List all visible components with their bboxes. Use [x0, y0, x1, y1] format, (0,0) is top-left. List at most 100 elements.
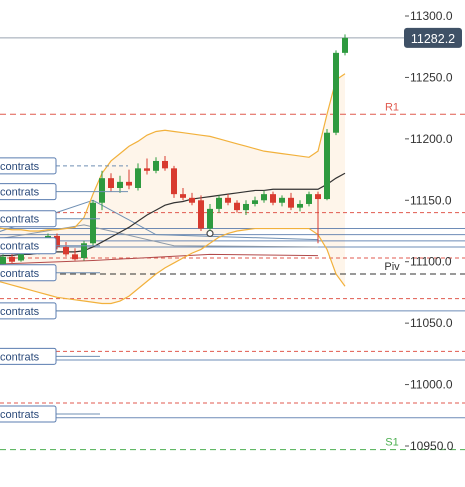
candle[interactable]	[0, 254, 6, 266]
last-price-label: 11282.2	[411, 32, 455, 46]
position-tag-label: contrats	[0, 214, 40, 226]
position-tag-box[interactable]	[0, 210, 57, 228]
candle[interactable]	[162, 156, 168, 171]
position-tag[interactable]: contrats	[0, 302, 100, 320]
candle[interactable]	[81, 240, 87, 261]
candle-body	[216, 197, 222, 209]
position-tag-box[interactable]	[0, 237, 57, 255]
candle-body	[90, 202, 96, 244]
candle-body	[324, 132, 330, 200]
candle[interactable]	[189, 192, 195, 206]
price-axis-label: 11100.0	[410, 255, 452, 269]
position-tag[interactable]: contrats	[0, 183, 128, 201]
candle-body	[306, 194, 312, 204]
last-price-badge[interactable]	[404, 27, 462, 48]
candle-body	[99, 178, 105, 203]
candle[interactable]	[63, 242, 69, 257]
candle[interactable]	[171, 165, 177, 198]
candle-body	[117, 181, 123, 188]
position-tag-label: contrats	[0, 161, 40, 173]
candle[interactable]	[54, 233, 60, 250]
candle[interactable]	[243, 200, 249, 216]
candle-body	[315, 194, 321, 200]
candle-body	[153, 160, 159, 171]
position-tag[interactable]: contrats	[0, 157, 128, 175]
candles-layer	[0, 34, 348, 266]
candle[interactable]	[225, 194, 231, 206]
candle[interactable]	[90, 200, 96, 246]
candle[interactable]	[135, 163, 141, 191]
price-levels-layer: R1 Piv S1	[0, 37, 465, 451]
candle-body	[81, 243, 87, 259]
candle-body	[333, 52, 339, 133]
candle[interactable]	[306, 191, 312, 207]
candle[interactable]	[324, 129, 330, 201]
price-axis-label: 11050.0	[410, 316, 453, 330]
position-tag[interactable]: contrats	[0, 347, 100, 365]
candle[interactable]	[198, 195, 204, 231]
indicator-line-2	[0, 224, 319, 248]
position-tag-box[interactable]	[0, 183, 57, 201]
candle-body	[135, 168, 141, 188]
price-axis[interactable]: 11300.0 11250.0 11200.0 11150.0 11100.0 11050…	[404, 9, 462, 453]
pivot-label-s1: S1	[385, 437, 398, 449]
candle-body	[207, 208, 213, 229]
position-tag-box[interactable]	[0, 264, 57, 282]
candle[interactable]	[207, 203, 213, 231]
candle-body	[63, 246, 69, 255]
candle[interactable]	[270, 191, 276, 206]
candle-body	[0, 256, 6, 265]
candle[interactable]	[117, 175, 123, 193]
candle[interactable]	[297, 200, 303, 212]
position-tag[interactable]: contrats	[0, 405, 100, 423]
position-tag-box[interactable]	[0, 405, 57, 423]
candle[interactable]	[342, 34, 348, 56]
candle-body	[198, 200, 204, 229]
position-tag-box[interactable]	[0, 347, 57, 365]
candle-body	[189, 197, 195, 203]
position-tag-box[interactable]	[0, 302, 57, 320]
position-tag-box[interactable]	[0, 157, 57, 175]
candle[interactable]	[99, 170, 105, 211]
price-axis-label: 11250.0	[410, 70, 453, 84]
price-axis-label: 11150.0	[410, 193, 452, 207]
candle[interactable]	[180, 188, 186, 201]
candle[interactable]	[261, 190, 267, 203]
bollinger-upper-line	[0, 73, 346, 232]
candle[interactable]	[216, 195, 222, 213]
candle-body	[243, 203, 249, 211]
pivot-label-piv: Piv	[384, 261, 400, 273]
pivot-label-r1: R1	[385, 101, 399, 113]
candle-body	[180, 194, 186, 198]
bollinger-lower-line	[0, 227, 346, 305]
candle[interactable]	[252, 196, 258, 207]
position-tag-label: contrats	[0, 268, 40, 280]
candle[interactable]	[126, 169, 132, 190]
position-tag-label: contrats	[0, 306, 40, 318]
candle[interactable]	[108, 173, 114, 192]
candle[interactable]	[72, 248, 78, 261]
candle[interactable]	[234, 200, 240, 213]
candle-body	[342, 37, 348, 53]
candle-body	[288, 197, 294, 208]
candle-body	[252, 200, 258, 204]
candle-body	[144, 168, 150, 171]
position-tag[interactable]: contrats	[0, 210, 100, 228]
candle-body	[279, 197, 285, 203]
annotation-marker[interactable]	[206, 229, 214, 238]
position-tag[interactable]: contrats	[0, 237, 100, 255]
position-tags-layer[interactable]: contrats contrats contrats contrats contrats…	[0, 157, 128, 423]
candle[interactable]	[288, 192, 294, 211]
candle-body	[9, 256, 15, 262]
candle[interactable]	[315, 191, 321, 244]
price-axis-label: 11000.0	[410, 378, 453, 392]
candle[interactable]	[153, 157, 159, 174]
candle[interactable]	[144, 158, 150, 175]
candle[interactable]	[333, 50, 339, 136]
position-tag[interactable]: contrats	[0, 264, 100, 282]
candle[interactable]	[279, 195, 285, 207]
position-tag-label: contrats	[0, 187, 40, 199]
candle-body	[225, 197, 231, 203]
